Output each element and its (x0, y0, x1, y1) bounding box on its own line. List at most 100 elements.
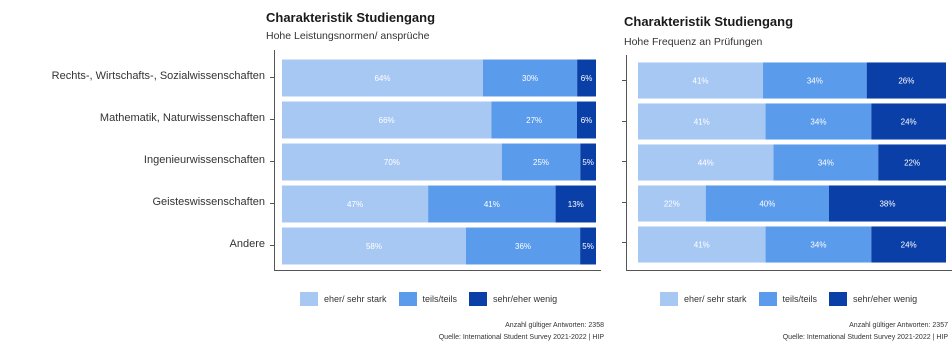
bar-segment (465, 227, 581, 265)
legend-right: eher/ sehr stark teils/teils sehr/eher w… (660, 292, 929, 306)
bar-value-label: 38% (879, 200, 895, 209)
legend-item: sehr/eher wenig (469, 292, 557, 306)
y-tick (270, 245, 274, 246)
bar-value-label: 30% (522, 74, 538, 83)
note-source: Quelle: International Student Survey 202… (438, 334, 604, 341)
bar-chart-right: 41% 34% 26% 41% 34% 24% 44% 34% 22% 22% 40% 38% 41% 3… (638, 62, 946, 263)
x-axis-line (626, 270, 952, 271)
bar-segment (482, 59, 578, 97)
category-label: Ingenieurwissenschaften (143, 154, 265, 166)
bar-value-label: 5% (582, 158, 594, 167)
legend-item: eher/ sehr stark (660, 292, 747, 306)
bar-value-label: 34% (807, 77, 823, 86)
category-label: Rechts-, Wirtschafts-, Sozialwissenschaf… (51, 70, 265, 82)
bar-segment (282, 143, 502, 181)
bar-segment (282, 185, 429, 223)
bar-segment (428, 185, 556, 223)
bar-value-label: 36% (515, 242, 531, 251)
bar-value-label: 40% (759, 200, 775, 209)
bar-segment (555, 185, 596, 223)
legend-swatch (469, 292, 488, 306)
bar-value-label: 24% (901, 241, 917, 250)
legend-swatch (829, 292, 848, 306)
bar-segment (638, 144, 774, 181)
bar-value-label: 66% (379, 116, 395, 125)
bar-value-label: 34% (810, 241, 826, 250)
note-responses: Anzahl gültiger Antworten: 2357 (849, 322, 948, 329)
bar-segment (501, 143, 581, 181)
y-axis-line (274, 50, 275, 270)
bar-segment (871, 103, 946, 140)
bar-segment (282, 101, 492, 139)
bar-segment (576, 101, 596, 139)
bar-value-label: 27% (526, 116, 542, 125)
y-tick (270, 119, 274, 120)
legend-item: teils/teils (398, 292, 458, 306)
category-label: Geisteswissenschaften (152, 196, 266, 208)
chart-title: Charakteristik Studiengang (624, 14, 794, 29)
bar-value-label: 70% (384, 158, 400, 167)
legend-item: eher/ sehr stark (300, 292, 387, 306)
bar-segment (705, 185, 829, 222)
y-tick (270, 203, 274, 204)
bar-value-label: 24% (901, 118, 917, 127)
bar-value-label: 44% (698, 159, 714, 168)
y-tick (622, 121, 626, 122)
chart-subtitle: Hohe Leistungsnormen/ ansprüche (266, 30, 430, 42)
legend-item: sehr/eher wenig (829, 292, 917, 306)
note-responses: Anzahl gültiger Antworten: 2358 (505, 322, 604, 329)
bar-segment (491, 101, 577, 139)
bar-value-label: 34% (818, 159, 834, 168)
y-tick (622, 80, 626, 81)
bar-value-label: 41% (694, 118, 710, 127)
legend-label: sehr/eher wenig (853, 294, 918, 304)
legend-label: teils/teils (782, 294, 818, 304)
legend-item: teils/teils (758, 292, 818, 306)
bar-segment (871, 226, 946, 263)
category-label: Mathematik, Naturwissenschaften (99, 112, 265, 124)
chart-title: Charakteristik Studiengang (266, 10, 436, 25)
legend-label: teils/teils (422, 294, 458, 304)
bar-segment (763, 62, 867, 99)
legend-swatch (660, 292, 678, 306)
bar-segment (577, 59, 596, 97)
bar-value-label: 41% (694, 241, 710, 250)
y-tick (270, 161, 274, 162)
chart-subtitle: Hohe Frequenz an Prüfungen (624, 36, 763, 48)
bar-segment (773, 144, 879, 181)
legend-label: eher/ sehr stark (684, 294, 747, 304)
bar-segment (282, 59, 483, 97)
bar-value-label: 34% (810, 118, 826, 127)
bar-value-label: 64% (374, 74, 390, 83)
x-axis-line (274, 270, 601, 271)
bar-segment (765, 226, 872, 263)
bar-value-label: 6% (581, 116, 593, 125)
bar-segment (828, 185, 946, 222)
legend-label: sehr/eher wenig (493, 294, 558, 304)
legend-swatch (300, 292, 318, 306)
bar-value-label: 13% (568, 200, 584, 209)
bar-value-label: 26% (898, 77, 914, 86)
bar-segment (765, 103, 872, 140)
bar-value-label: 25% (533, 158, 549, 167)
bar-segment (878, 144, 946, 181)
bar-value-label: 6% (581, 74, 593, 83)
bar-value-label: 41% (693, 77, 709, 86)
legend-swatch (758, 292, 777, 306)
bar-segment (580, 227, 596, 265)
bar-segment (638, 103, 766, 140)
y-axis-line (626, 55, 627, 270)
bar-value-label: 47% (347, 200, 363, 209)
bar-value-label: 22% (904, 159, 920, 168)
y-tick (622, 242, 626, 243)
bar-segment (580, 143, 596, 181)
bar-value-label: 41% (484, 200, 500, 209)
bar-segment (638, 226, 766, 263)
legend-label: eher/ sehr stark (324, 294, 387, 304)
bar-chart-left: 64% 30% 6% 66% 27% 6% 70% 25% 5% 47% 41% 13% 58% 36% 5… (282, 59, 596, 265)
bar-value-label: 58% (366, 242, 382, 251)
bar-value-label: 22% (664, 200, 680, 209)
bar-segment (638, 62, 764, 99)
y-tick (270, 77, 274, 78)
note-source: Quelle: International Student Survey 202… (782, 334, 948, 341)
